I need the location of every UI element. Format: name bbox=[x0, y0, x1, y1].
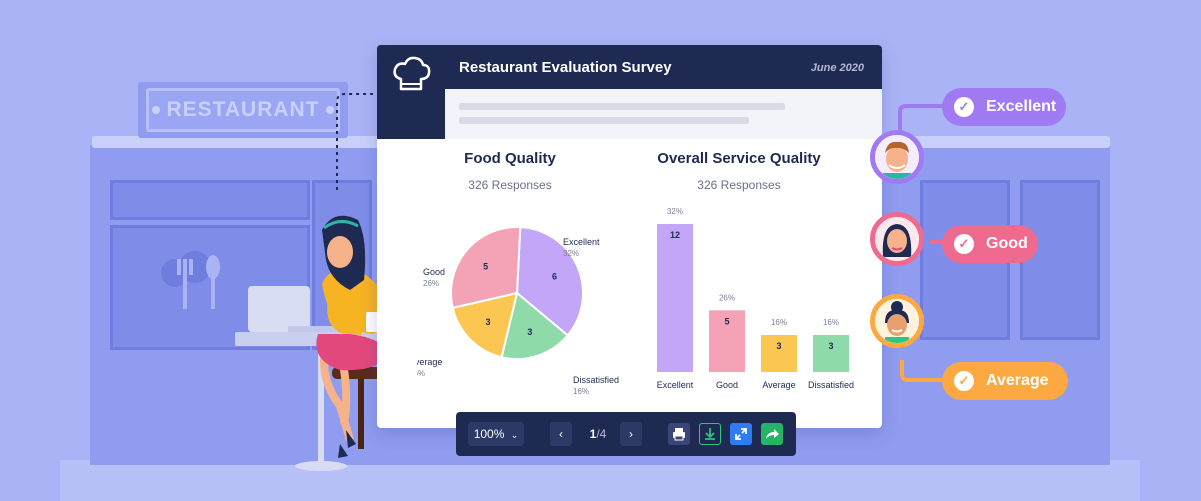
report-subheader bbox=[445, 89, 882, 139]
pie-value-label: 5 bbox=[483, 262, 488, 272]
bar-percent-label: 16% bbox=[823, 318, 839, 327]
woman-with-laptop-illustration bbox=[230, 210, 430, 475]
report-header bbox=[377, 45, 882, 89]
pie-slice-average bbox=[451, 291, 519, 359]
pie-category-label: Good bbox=[423, 267, 445, 277]
rating-label-average: Average bbox=[986, 372, 1049, 389]
report-date: June 2020 bbox=[810, 62, 864, 74]
service-quality-bar-chart: 12 32% Excellent 5 26% Good 3 16% Average 3 16% Dis… bbox=[657, 207, 854, 390]
pie-category-label: Average bbox=[417, 357, 442, 367]
bar-category-label: Excellent bbox=[657, 380, 694, 390]
bar-category-label: Average bbox=[762, 380, 795, 390]
placeholder-line-2 bbox=[459, 117, 749, 124]
restaurant-sign-text: RESTAURANT bbox=[166, 98, 320, 121]
bar-value-label: 3 bbox=[776, 341, 781, 351]
pie-category-label: Excellent bbox=[563, 237, 600, 247]
chevron-left-icon: ‹ bbox=[559, 427, 563, 441]
bar-percent-label: 26% bbox=[719, 293, 735, 302]
next-page-button[interactable]: › bbox=[620, 422, 642, 446]
pie-percent-label: 26% bbox=[423, 279, 439, 288]
chevron-right-icon: › bbox=[629, 427, 633, 441]
pie-slice-good bbox=[450, 226, 522, 310]
bar-category-label: Dissatisfied bbox=[808, 380, 854, 390]
zoom-select[interactable]: 100% ⌄ bbox=[468, 422, 524, 446]
page-total: /4 bbox=[596, 427, 607, 441]
zoom-value: 100% bbox=[473, 427, 505, 441]
bar-percent-label: 32% bbox=[667, 207, 683, 216]
bar-good bbox=[709, 310, 745, 372]
bar-value-label: 3 bbox=[828, 341, 833, 351]
bar-value-label: 12 bbox=[670, 230, 680, 240]
report-title: Restaurant Evaluation Survey bbox=[459, 59, 672, 76]
building-window-right-2 bbox=[1020, 180, 1100, 340]
check-icon: ✓ bbox=[954, 97, 974, 117]
cutlery-icon bbox=[155, 245, 235, 315]
food-quality-responses: 326 Responses bbox=[468, 178, 552, 192]
fullscreen-button[interactable] bbox=[730, 423, 752, 445]
bar-category-label: Good bbox=[716, 380, 738, 390]
avatar-woman-bun bbox=[870, 294, 924, 348]
share-icon bbox=[766, 429, 779, 439]
rating-pill-excellent: ✓ Excellent bbox=[942, 88, 1066, 126]
rating-label-good: Good bbox=[986, 235, 1028, 252]
restaurant-sign-board bbox=[146, 88, 340, 132]
pie-percent-label: 32% bbox=[563, 249, 579, 258]
rating-label-excellent: Excellent bbox=[986, 98, 1057, 115]
report-logo-block bbox=[377, 45, 445, 139]
avatar-man bbox=[870, 130, 924, 184]
pie-percent-label: 16% bbox=[417, 369, 425, 378]
dotted-connector bbox=[335, 92, 377, 192]
food-quality-title: Food Quality bbox=[464, 150, 556, 167]
ground bbox=[60, 460, 1140, 501]
rating-pill-average: ✓ Average bbox=[942, 362, 1068, 400]
share-button[interactable] bbox=[761, 423, 783, 445]
bar-average bbox=[761, 335, 797, 372]
download-icon bbox=[705, 428, 715, 440]
sign-dot-left bbox=[152, 106, 160, 114]
rating-pill-good: ✓ Good bbox=[942, 225, 1038, 263]
service-quality-title: Overall Service Quality bbox=[657, 150, 821, 167]
download-button[interactable] bbox=[699, 423, 721, 445]
placeholder-line-1 bbox=[459, 103, 785, 110]
sign-dot-right bbox=[326, 106, 334, 114]
building-window-top bbox=[110, 180, 310, 220]
fullscreen-icon bbox=[735, 428, 747, 440]
service-quality-responses: 326 Responses bbox=[697, 178, 781, 192]
bar-percent-label: 16% bbox=[771, 318, 787, 327]
pie-percent-label: 16% bbox=[573, 387, 589, 396]
page-indicator: 1/4 bbox=[584, 427, 612, 441]
pie-slice-excellent bbox=[515, 226, 584, 337]
page-current: 1 bbox=[589, 427, 597, 441]
pie-slice-dissatisfied bbox=[500, 291, 570, 360]
prev-page-button[interactable]: ‹ bbox=[550, 422, 572, 446]
food-quality-pie-chart: 6 Excellent 32% 3 Dissatisfied 16% 3 Average 16%… bbox=[417, 226, 619, 396]
viewer-toolbar: 100% ⌄ ‹ 1/4 › bbox=[456, 412, 796, 456]
pie-value-label: 6 bbox=[552, 272, 557, 282]
print-button[interactable] bbox=[668, 423, 690, 445]
bar-dissatisfied bbox=[813, 335, 849, 372]
check-icon: ✓ bbox=[954, 371, 974, 391]
survey-report-card: Restaurant Evaluation Survey June 2020 F… bbox=[377, 45, 882, 428]
bar-value-label: 5 bbox=[724, 316, 729, 326]
pie-category-label: Dissatisfied bbox=[573, 375, 619, 385]
chevron-down-icon: ⌄ bbox=[510, 430, 519, 440]
check-icon: ✓ bbox=[954, 234, 974, 254]
bar-excellent bbox=[657, 224, 693, 372]
avatar-woman bbox=[870, 212, 924, 266]
pie-value-label: 3 bbox=[485, 317, 490, 327]
print-icon bbox=[673, 428, 685, 441]
pie-value-label: 3 bbox=[527, 327, 532, 337]
chef-hat-icon bbox=[391, 55, 431, 95]
